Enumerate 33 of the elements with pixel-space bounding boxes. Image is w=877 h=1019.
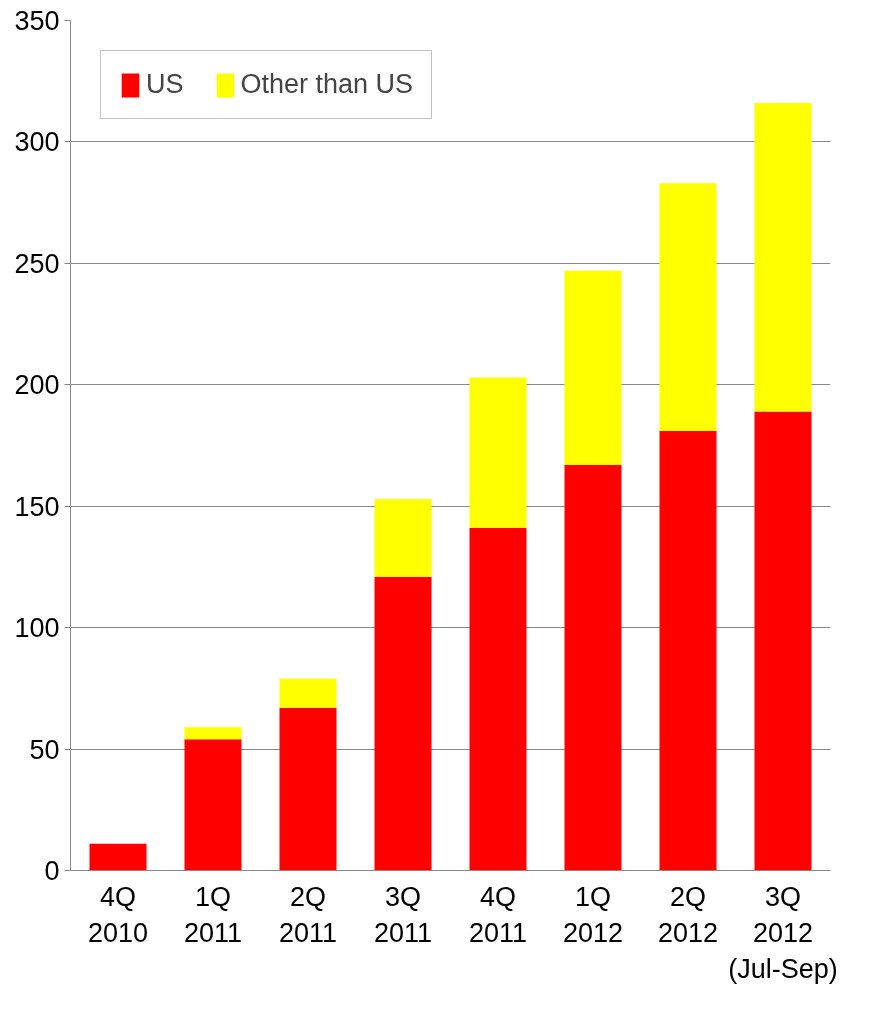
bar [754, 103, 812, 412]
y-tick-label: 250 [14, 248, 60, 279]
x-tick-label: 1Q 2012 [562, 881, 624, 948]
y-tick-label: 300 [14, 127, 60, 158]
bar [564, 464, 622, 871]
bar [564, 270, 622, 465]
x-tick-label: 4Q 2011 [468, 881, 528, 948]
x-tick-label: 3Q 2012 (Jul-Sep) [728, 881, 838, 984]
legend-label: Other than US [240, 69, 414, 100]
y-tick-label: 100 [14, 613, 60, 644]
x-tick-label: 2Q 2011 [278, 881, 338, 948]
x-tick-label: 4Q 2010 [87, 881, 149, 948]
bar [469, 528, 527, 871]
x-tick-label: 1Q 2011 [183, 881, 243, 948]
x-tick-label: 2Q 2012 [657, 881, 719, 948]
bar [279, 707, 337, 871]
y-tick-label: 0 [44, 856, 60, 886]
bar [659, 183, 717, 431]
y-tick-label: 200 [14, 370, 60, 401]
bar [184, 739, 242, 871]
y-tick-label: 150 [14, 491, 60, 522]
bar [754, 411, 812, 871]
y-tick-label: 50 [29, 734, 60, 765]
bar [374, 576, 432, 871]
bar [184, 727, 242, 740]
x-tick-label: 3Q 2011 [373, 881, 433, 948]
bar [279, 678, 337, 708]
bar [89, 843, 147, 871]
bar [374, 498, 432, 577]
legend-label: US [146, 69, 184, 100]
y-tick-label: 350 [14, 6, 60, 36]
bar [659, 430, 717, 871]
bar [469, 377, 527, 529]
